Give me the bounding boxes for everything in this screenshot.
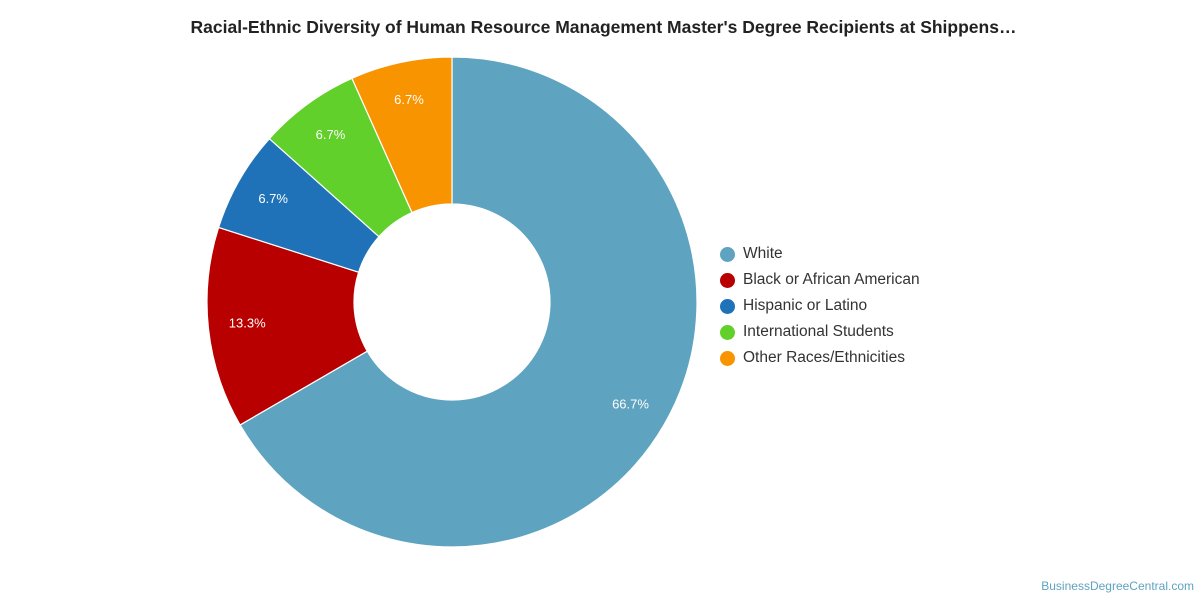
slice-label-hispanic-or-latino: 6.7%	[258, 191, 288, 206]
slice-label-white: 66.7%	[612, 396, 649, 411]
legend: White Black or African American Hispanic o…	[720, 241, 920, 371]
slice-label-black-or-african-american: 13.3%	[229, 316, 266, 331]
chart-title: Racial-Ethnic Diversity of Human Resourc…	[190, 17, 1017, 37]
legend-swatch-icon	[720, 272, 735, 288]
legend-label: Other Races/Ethnicities	[743, 349, 905, 366]
site-credit[interactable]: BusinessDegreeCentral.com	[1041, 579, 1194, 593]
legend-label: International Students	[743, 323, 894, 340]
legend-item-other-races-ethnicities[interactable]: Other Races/Ethnicities	[720, 345, 920, 371]
legend-item-international-students[interactable]: International Students	[720, 319, 920, 345]
legend-item-white[interactable]: White	[720, 241, 920, 267]
legend-swatch-icon	[720, 350, 735, 366]
legend-item-black-or-african-american[interactable]: Black or African American	[720, 267, 920, 293]
slice-white[interactable]	[239, 56, 698, 548]
slice-label-other-races-ethnicities: 6.7%	[394, 92, 424, 107]
slices-group	[206, 56, 698, 548]
slice-label-international-students: 6.7%	[316, 127, 346, 142]
legend-label: Black or African American	[743, 271, 920, 288]
legend-label: White	[743, 245, 783, 262]
slice-other-races-ethnicities[interactable]	[351, 56, 453, 214]
legend-swatch-icon	[720, 246, 735, 262]
legend-swatch-icon	[720, 324, 735, 340]
legend-label: Hispanic or Latino	[743, 297, 868, 314]
legend-swatch-icon	[720, 298, 735, 314]
slice-labels-group: 66.7% 13.3% 6.7% 6.7% 6.7%	[229, 92, 650, 411]
slice-black-or-african-american[interactable]	[206, 226, 369, 426]
legend-item-hispanic-or-latino[interactable]: Hispanic or Latino	[720, 293, 920, 319]
